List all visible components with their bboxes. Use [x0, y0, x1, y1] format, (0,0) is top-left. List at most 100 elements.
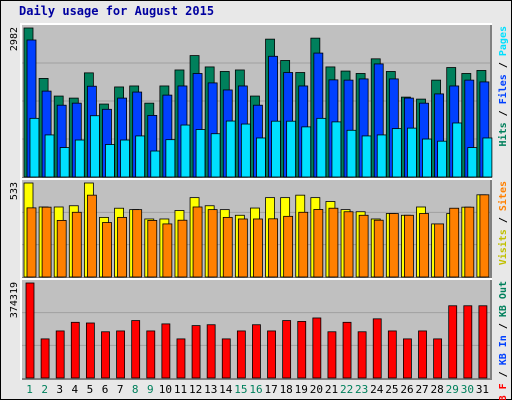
bar-pages-day-29	[452, 122, 463, 178]
legend-kb: KB F / KB In / KB Out	[498, 281, 509, 400]
x-tick-label-day-21: 21	[325, 383, 338, 396]
x-tick-label-day-31: 31	[476, 383, 489, 396]
x-tick-label-day-29: 29	[446, 383, 459, 396]
bar-kb-f-day-7	[116, 330, 125, 379]
bar-pages-day-27	[422, 138, 432, 178]
bar-sites-day-2	[41, 206, 52, 278]
bar-pages-day-8	[135, 135, 146, 178]
legend-sites: Sites	[497, 181, 509, 211]
bar-pages-day-14	[225, 120, 236, 178]
x-tick-label-day-8: 8	[132, 383, 139, 396]
bar-pages-day-28	[437, 140, 448, 178]
bar-sites-day-28	[434, 223, 445, 278]
bar-sites-day-27	[419, 213, 429, 278]
x-tick-label-day-14: 14	[219, 383, 233, 396]
legend-pages: Pages	[498, 26, 509, 56]
legend-separator: /	[498, 211, 509, 229]
x-tick-label-day-10: 10	[159, 383, 172, 396]
bar-kb-f-day-20	[312, 317, 322, 379]
panel-hits-files-pages: 2982 Hits / Files / Pages	[9, 23, 509, 179]
bar-kb-f-day-18	[282, 320, 292, 379]
bar-pages-day-25	[391, 128, 402, 178]
bar-pages-day-24	[376, 134, 387, 178]
bar-sites-day-3	[56, 219, 67, 278]
bar-pages-day-13	[210, 133, 221, 178]
x-tick-label-day-7: 7	[117, 383, 124, 396]
legend-separator: /	[498, 365, 509, 383]
bar-sites-day-23	[358, 214, 369, 278]
legend-separator: /	[498, 104, 509, 122]
bar-sites-day-8	[132, 209, 143, 278]
bar-pages-day-19	[301, 126, 312, 178]
x-tick-label-day-17: 17	[264, 383, 277, 396]
x-tick-label-day-11: 11	[174, 383, 187, 396]
bar-sites-day-4	[71, 211, 82, 278]
y-max-label: 2982	[9, 27, 20, 51]
bar-kb-f-day-8	[131, 320, 141, 379]
bar-sites-day-15	[237, 218, 248, 278]
bar-sites-day-12	[192, 206, 203, 278]
bar-kb-f-day-16	[252, 324, 261, 379]
bar-pages-day-3	[59, 147, 70, 178]
bar-kb-f-day-14	[221, 338, 231, 379]
bar-pages-day-1	[29, 117, 40, 178]
bar-pages-day-6	[105, 144, 115, 178]
bar-pages-day-12	[195, 129, 206, 178]
bar-kb-f-day-11	[176, 338, 186, 379]
bar-pages-day-16	[256, 137, 266, 178]
bar-pages-day-7	[120, 139, 130, 178]
x-tick-label-day-3: 3	[56, 383, 63, 396]
legend-separator: /	[498, 317, 509, 335]
bar-pages-day-9	[150, 150, 161, 178]
bar-kb-f-day-31	[478, 305, 488, 379]
bar-kb-f-day-6	[101, 331, 110, 379]
bar-pages-day-5	[89, 115, 100, 178]
bar-sites-day-13	[207, 209, 218, 278]
bar-sites-day-29	[449, 207, 460, 278]
bar-pages-day-31	[482, 137, 493, 178]
x-tick-label-day-4: 4	[72, 383, 79, 396]
bar-kb-f-day-17	[267, 330, 276, 379]
x-tick-label-day-5: 5	[87, 383, 94, 396]
legend-kb-f: KB F	[498, 383, 509, 400]
bar-kb-f-day-22	[342, 321, 352, 379]
bar-sites-day-30	[464, 206, 475, 278]
bar-kb-f-day-3	[55, 330, 65, 379]
bar-pages-day-22	[346, 129, 357, 178]
bar-sites-day-21	[328, 207, 339, 278]
x-tick-label-day-1: 1	[26, 383, 33, 396]
bar-sites-day-16	[253, 218, 263, 278]
bar-sites-day-1	[26, 207, 37, 278]
bar-sites-day-31	[479, 194, 490, 278]
bar-kb-f-day-15	[236, 330, 246, 379]
legend-kb-in: KB In	[498, 335, 509, 365]
x-tick-label-day-19: 19	[295, 383, 308, 396]
bar-kb-f-day-1	[25, 282, 35, 379]
y-max-label: 374319	[9, 282, 20, 318]
bar-pages-day-4	[74, 139, 85, 178]
bar-sites-day-17	[268, 218, 278, 278]
bar-pages-day-15	[240, 123, 251, 178]
x-tick-label-day-23: 23	[355, 383, 368, 396]
bar-sites-day-18	[283, 215, 294, 278]
x-tick-label-day-24: 24	[370, 383, 384, 396]
x-tick-label-day-18: 18	[280, 383, 293, 396]
bar-pages-day-30	[467, 147, 478, 178]
legend-kb-out: KB Out	[498, 281, 509, 317]
bar-kb-f-day-13	[206, 324, 216, 379]
bar-pages-day-11	[180, 124, 191, 178]
x-tick-label-day-2: 2	[41, 383, 48, 396]
legend-files: Files	[497, 74, 509, 104]
bar-kb-f-day-26	[403, 338, 412, 379]
bar-kb-f-day-9	[146, 330, 156, 379]
bar-sites-day-11	[177, 219, 188, 278]
legend-hits: Hits	[497, 122, 509, 146]
bar-pages-day-20	[316, 117, 327, 178]
x-tick-label-day-22: 22	[340, 383, 353, 396]
x-tick-label-day-15: 15	[234, 383, 247, 396]
x-tick-label-day-20: 20	[310, 383, 323, 396]
bar-kb-f-day-5	[85, 322, 95, 379]
x-tick-label-day-9: 9	[147, 383, 154, 396]
x-tick-label-day-28: 28	[431, 383, 444, 396]
